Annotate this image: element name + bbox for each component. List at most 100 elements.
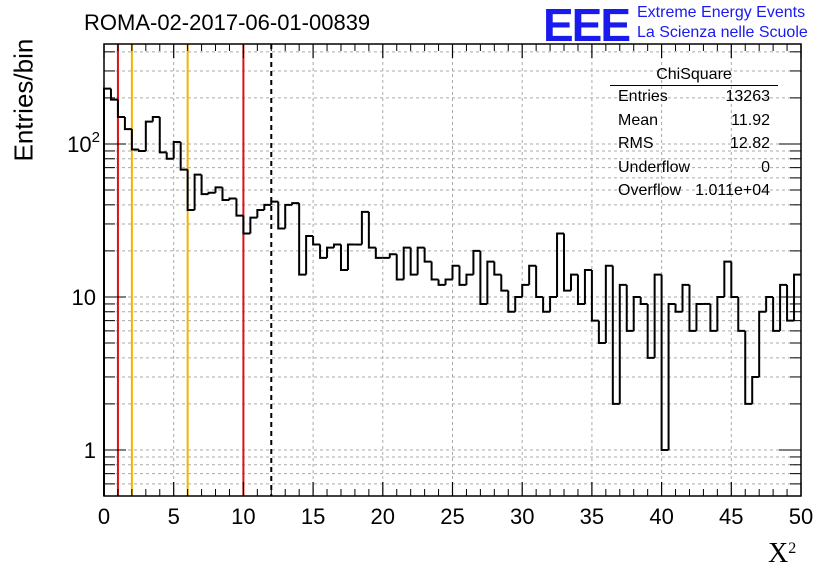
histogram-bin <box>270 200 279 205</box>
histogram-bin <box>305 235 314 275</box>
stats-row-rms: RMS 12.82 <box>610 135 778 159</box>
histogram-bin <box>130 129 139 151</box>
y-axis-label: Entries/bin <box>8 38 39 162</box>
histogram-bin <box>737 296 746 332</box>
histogram-bin <box>284 203 293 229</box>
logo-line-2: La Scienza nelle Scuole <box>637 24 808 41</box>
histogram-bin <box>542 296 551 313</box>
histogram-bin <box>556 232 565 297</box>
histogram-bin <box>465 273 474 285</box>
histogram-bin <box>263 203 272 211</box>
histogram-bin <box>235 198 244 217</box>
x-axis-label-superscript: 2 <box>788 540 797 557</box>
stats-box-title: ChiSquare <box>610 66 778 86</box>
x-tick-label: 10 <box>231 504 255 529</box>
histogram-bin <box>723 260 732 297</box>
histogram-bin <box>646 303 655 359</box>
histogram-bin <box>758 310 767 377</box>
histogram-bin <box>430 261 439 281</box>
histogram-bin <box>144 120 153 151</box>
logo-line-1: Extreme Energy Events <box>637 4 806 21</box>
histogram-bin <box>395 254 404 281</box>
x-tick-label: 20 <box>371 504 395 529</box>
y-tick-label: 1 <box>84 438 96 463</box>
stats-value: 0 <box>761 158 770 176</box>
x-tick-label: 35 <box>580 504 604 529</box>
histogram-bin <box>109 88 118 101</box>
histogram-bin <box>137 149 146 152</box>
histogram-bin <box>242 215 251 235</box>
histogram-bin <box>360 210 369 245</box>
histogram-bin <box>765 295 774 312</box>
histogram-bin <box>326 246 335 258</box>
histogram-bin <box>486 260 495 304</box>
y-tick-label: 10 <box>72 285 96 310</box>
eee-logo: EEE <box>543 0 631 51</box>
histogram-bin <box>444 278 453 285</box>
histogram-bin <box>312 236 321 246</box>
histogram-bin <box>709 303 718 332</box>
histogram-bin <box>660 274 669 451</box>
stats-row-entries: Entries 13263 <box>610 88 778 112</box>
stats-key: Entries <box>618 88 668 105</box>
histogram-bin <box>388 253 397 258</box>
histogram-bin <box>493 261 502 276</box>
x-tick-label: 15 <box>301 504 325 529</box>
stats-key: Underflow <box>618 158 691 176</box>
stats-key: Overflow <box>618 182 682 199</box>
histogram-bin <box>793 273 801 321</box>
x-tick-label: 45 <box>719 504 743 529</box>
histogram-bin <box>333 243 341 248</box>
histogram-bin <box>563 233 571 292</box>
histogram-bin <box>653 273 662 358</box>
histogram-bin <box>751 375 760 404</box>
histogram-bin <box>667 302 676 450</box>
histogram-bin <box>625 284 634 332</box>
histogram-bin <box>158 117 167 154</box>
stats-value: 11.92 <box>731 111 770 129</box>
histogram-bin <box>597 320 606 344</box>
histogram-bin <box>207 191 216 195</box>
histogram-bin <box>409 247 418 276</box>
stats-row-underflow: Underflow 0 <box>610 159 778 183</box>
histogram-bin <box>521 283 530 297</box>
x-tick-label: 25 <box>440 504 464 529</box>
x-tick-label: 30 <box>510 504 534 529</box>
x-tick-label: 5 <box>168 504 180 529</box>
histogram-bin <box>186 169 195 212</box>
histogram-bin <box>193 173 202 211</box>
histogram-bin <box>695 302 704 331</box>
histogram-bin <box>451 264 460 280</box>
histogram-bin <box>535 265 544 298</box>
histogram-bin <box>730 261 739 298</box>
histogram-bin <box>611 265 620 405</box>
histogram-bin <box>228 197 237 201</box>
histogram-bin <box>103 87 111 496</box>
histogram-bin <box>367 211 376 249</box>
histogram-bin <box>172 140 181 159</box>
histogram-bin <box>151 116 160 122</box>
histogram-bin <box>423 247 432 263</box>
x-tick-label: 40 <box>649 504 673 529</box>
histogram-bin <box>116 99 125 118</box>
histogram-bin <box>214 186 223 193</box>
histogram-bin <box>200 174 209 196</box>
histogram-bin <box>576 274 585 305</box>
stats-value: 13263 <box>725 88 771 105</box>
histogram-bin <box>779 283 788 331</box>
histogram-bin <box>744 330 753 405</box>
histogram-bin <box>479 250 488 305</box>
stats-row-overflow: Overflow 1.011e+04 <box>610 182 778 206</box>
x-tick-label: 0 <box>98 504 110 529</box>
histogram-bin <box>688 284 697 332</box>
histogram-bin <box>277 201 286 230</box>
histogram-bin <box>291 202 300 205</box>
histogram-bin <box>221 187 230 202</box>
histogram-bin <box>716 295 725 331</box>
histogram-bin <box>165 152 174 160</box>
stats-box: ChiSquare Entries 13263 Mean 11.92 RMS 1… <box>610 66 778 206</box>
histogram-bin <box>569 273 578 291</box>
x-tick-label: 50 <box>789 504 813 529</box>
histogram-bin <box>179 141 188 171</box>
